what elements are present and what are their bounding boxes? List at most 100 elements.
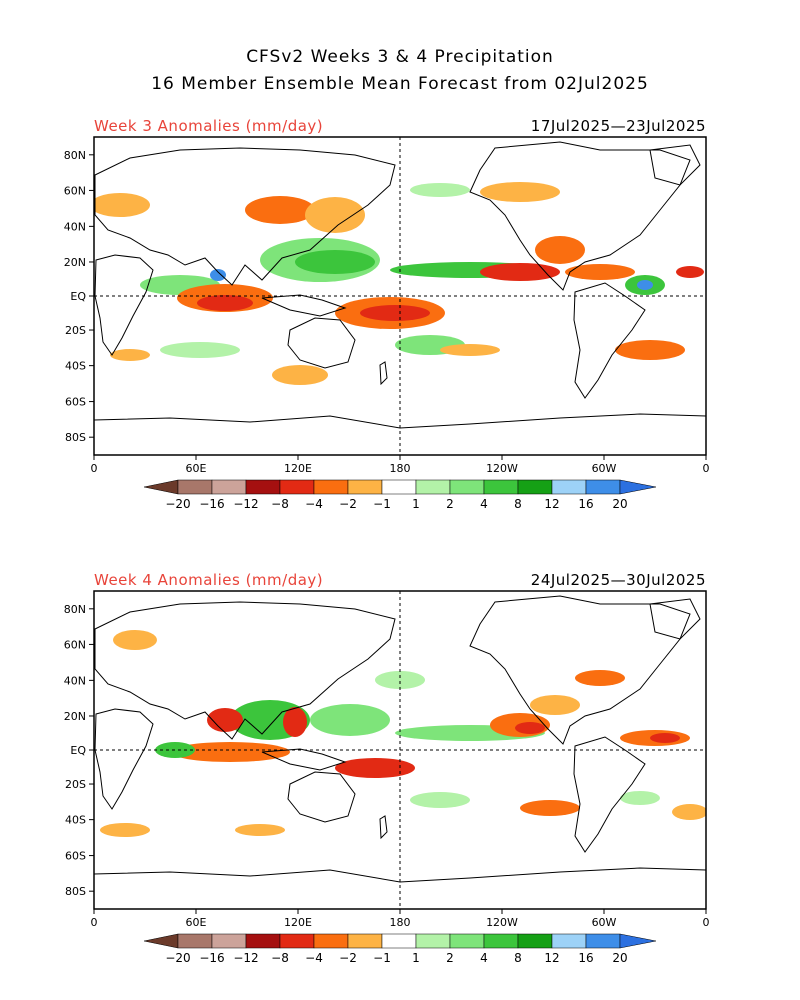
lon-tick-label: 120W xyxy=(486,916,518,929)
colorbar-label: 4 xyxy=(480,951,488,965)
colorbar-cell xyxy=(313,479,349,495)
lat-tick-label: 80S xyxy=(65,885,86,898)
colorbar-low-arrow xyxy=(143,479,179,495)
lat-tick-label: 20N xyxy=(64,710,86,723)
lat-tick-label: 40N xyxy=(64,674,86,687)
colorbar-label: 4 xyxy=(480,497,488,511)
colorbar-label: −12 xyxy=(233,951,258,965)
colorbar-label: −20 xyxy=(165,951,190,965)
colorbar-label: −1 xyxy=(373,497,391,511)
lat-tick-label: 80N xyxy=(64,603,86,616)
lon-tick-label: 180 xyxy=(390,462,411,475)
colorbar-cell xyxy=(245,479,281,495)
colorbar-cell xyxy=(415,479,451,495)
lon-tick-label: 180 xyxy=(390,916,411,929)
lon-tick-label: 0 xyxy=(91,462,98,475)
lat-tick-label: 60N xyxy=(64,184,86,197)
colorbar-label: −12 xyxy=(233,497,258,511)
colorbar-label: 1 xyxy=(412,497,420,511)
lat-tick-label: 60S xyxy=(65,396,86,409)
lat-tick-label: 40S xyxy=(65,360,86,373)
colorbar-cell xyxy=(211,933,247,949)
colorbar-high-arrow xyxy=(619,479,657,495)
colorbar-cell xyxy=(279,479,315,495)
lat-tick-label: 60N xyxy=(64,638,86,651)
colorbar-label: −1 xyxy=(373,951,391,965)
lon-tick-label: 120E xyxy=(284,916,312,929)
colorbar-cell xyxy=(313,933,349,949)
colorbar-low-arrow xyxy=(143,933,179,949)
colorbar-cell xyxy=(211,479,247,495)
colorbar-label: 2 xyxy=(446,951,454,965)
colorbar-cell xyxy=(449,479,485,495)
colorbar-label: −2 xyxy=(339,497,357,511)
colorbar-label: 16 xyxy=(578,951,593,965)
colorbar-cell xyxy=(551,479,587,495)
colorbar-cell xyxy=(551,933,587,949)
lon-tick-label: 120E xyxy=(284,462,312,475)
colorbar-high-arrow xyxy=(619,933,657,949)
colorbar-label: 2 xyxy=(446,497,454,511)
colorbar-cell xyxy=(449,933,485,949)
colorbar-cell xyxy=(347,933,383,949)
colorbar-label: −4 xyxy=(305,497,323,511)
lon-tick-label: 60W xyxy=(592,462,617,475)
colorbar-cell xyxy=(347,479,383,495)
colorbar-label: 20 xyxy=(612,951,627,965)
colorbar-label: 1 xyxy=(412,951,420,965)
chart-title-line-2: 16 Member Ensemble Mean Forecast from 02… xyxy=(151,74,649,94)
colorbar-label: 20 xyxy=(612,497,627,511)
lat-tick-label: 80N xyxy=(64,149,86,162)
week4-label: Week 4 Anomalies (mm/day) xyxy=(94,571,324,589)
lat-tick-label: EQ xyxy=(70,290,86,303)
map-field-week3 xyxy=(94,141,706,455)
colorbar-cell xyxy=(245,933,281,949)
colorbar-label: −20 xyxy=(165,497,190,511)
colorbar-cell xyxy=(517,933,553,949)
lat-tick-label: EQ xyxy=(70,744,86,757)
colorbar-label: 12 xyxy=(544,951,559,965)
colorbar-cell xyxy=(517,479,553,495)
lon-tick-label: 0 xyxy=(703,462,710,475)
colorbar-cell xyxy=(415,933,451,949)
lat-tick-label: 20S xyxy=(65,778,86,791)
colorbar-cell xyxy=(381,479,417,495)
colorbar-cell xyxy=(585,933,621,949)
lat-tick-label: 80S xyxy=(65,431,86,444)
colorbar-label: 8 xyxy=(514,497,522,511)
week4-dates: 24Jul2025—30Jul2025 xyxy=(530,571,706,589)
map-field-week4 xyxy=(94,595,706,909)
colorbar-label: −8 xyxy=(271,497,289,511)
colorbar-cell xyxy=(279,933,315,949)
colorbar-label: −4 xyxy=(305,951,323,965)
lon-tick-label: 120W xyxy=(486,462,518,475)
lon-tick-label: 0 xyxy=(703,916,710,929)
chart-title-line-1: CFSv2 Weeks 3 & 4 Precipitation xyxy=(246,47,554,67)
lon-tick-label: 60W xyxy=(592,916,617,929)
colorbar-label: 8 xyxy=(514,951,522,965)
lat-tick-label: 20N xyxy=(64,256,86,269)
colorbar-cell xyxy=(483,479,519,495)
colorbar: −20 −16 −12 −8 −4 −2 −1 1 2 4 8 12 16 20 xyxy=(143,479,657,511)
lat-tick-label: 40S xyxy=(65,814,86,827)
lat-tick-label: 40N xyxy=(64,220,86,233)
colorbar-label: 12 xyxy=(544,497,559,511)
colorbar-label: −16 xyxy=(199,497,224,511)
colorbar-label: −8 xyxy=(271,951,289,965)
lon-tick-label: 60E xyxy=(186,916,207,929)
colorbar-cell xyxy=(483,933,519,949)
lat-tick-label: 60S xyxy=(65,850,86,863)
lon-tick-label: 0 xyxy=(91,916,98,929)
colorbar-cell xyxy=(177,479,213,495)
week3-dates: 17Jul2025—23Jul2025 xyxy=(530,117,706,135)
week3-label: Week 3 Anomalies (mm/day) xyxy=(94,117,324,135)
precip-anomaly-shading xyxy=(100,630,706,837)
colorbar-label: 16 xyxy=(578,497,593,511)
colorbar-cell xyxy=(381,933,417,949)
lon-tick-label: 60E xyxy=(186,462,207,475)
colorbar-cell xyxy=(177,933,213,949)
colorbar-label: −2 xyxy=(339,951,357,965)
